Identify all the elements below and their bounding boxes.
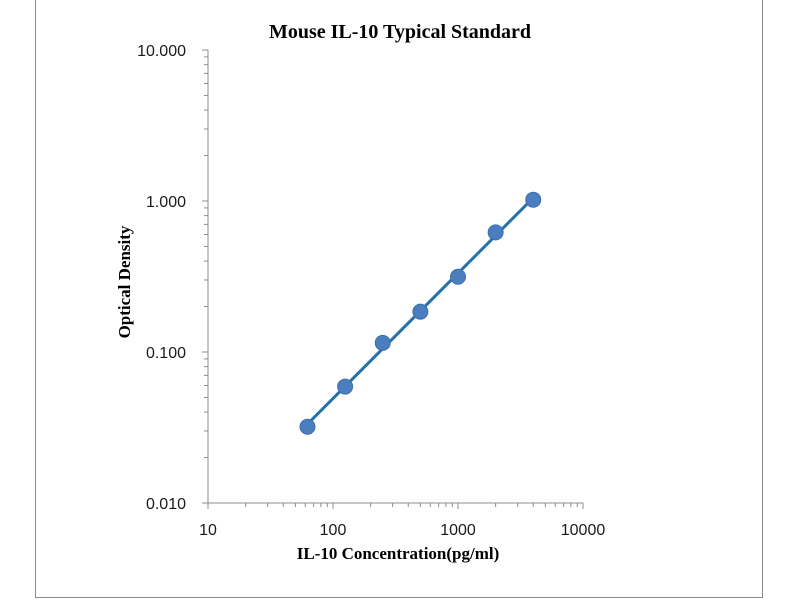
x-tick-label: 1000 [440, 522, 476, 539]
x-axis-label: IL-10 Concentration(pg/ml) [297, 544, 500, 563]
y-axis-label: Optical Density [115, 225, 134, 338]
ticks [202, 49, 584, 509]
data-point [487, 224, 504, 241]
y-tick-label: 0.100 [146, 345, 186, 362]
y-tick-label: 0.010 [146, 496, 186, 513]
data-point [374, 334, 391, 351]
data-point [337, 378, 354, 395]
x-tick-label: 10 [199, 522, 217, 539]
markers [299, 191, 542, 435]
y-tick-label: 1.000 [146, 194, 186, 211]
data-point [299, 418, 316, 435]
x-tick-label: 100 [320, 522, 347, 539]
chart-frame [35, 0, 763, 598]
tick-labels: 10 100 1000 10000 0.010 0.100 1.000 10.000 [137, 43, 605, 539]
data-point [450, 268, 466, 285]
data-point [525, 191, 542, 208]
y-tick-label: 10.000 [137, 43, 186, 60]
chart-title: Mouse IL-10 Typical Standard [269, 21, 531, 43]
x-tick-label: 10000 [561, 522, 606, 539]
data-point [412, 303, 429, 320]
axes [207, 50, 583, 504]
